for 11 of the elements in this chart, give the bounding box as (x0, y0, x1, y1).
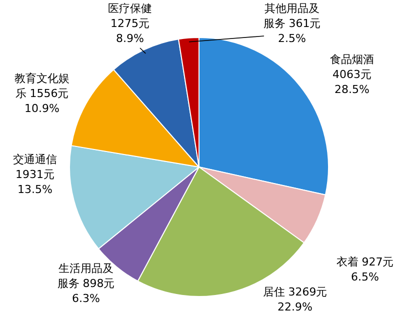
slice-label: 食品烟酒 (330, 52, 374, 66)
slice-label: 生活用品及服务 898元 6.3% (57, 262, 115, 305)
slice-label: 医疗保健 (108, 2, 152, 15)
data-label: 4063元 28.5% (332, 68, 372, 96)
slice-label: 其他用品及服务 361元 2.5% (263, 2, 321, 45)
slice-label: 衣着 927元 6.5% (336, 255, 394, 284)
data-label: 1275元 8.9% (110, 16, 150, 45)
slice-label: 交通通信 (13, 152, 57, 166)
slice-label: 居住 3269元 22.9% (262, 285, 328, 314)
data-label: 1931元 13.5% (16, 168, 54, 196)
slice-label: 教育文化娱乐 1556元 10.9% (14, 72, 70, 115)
